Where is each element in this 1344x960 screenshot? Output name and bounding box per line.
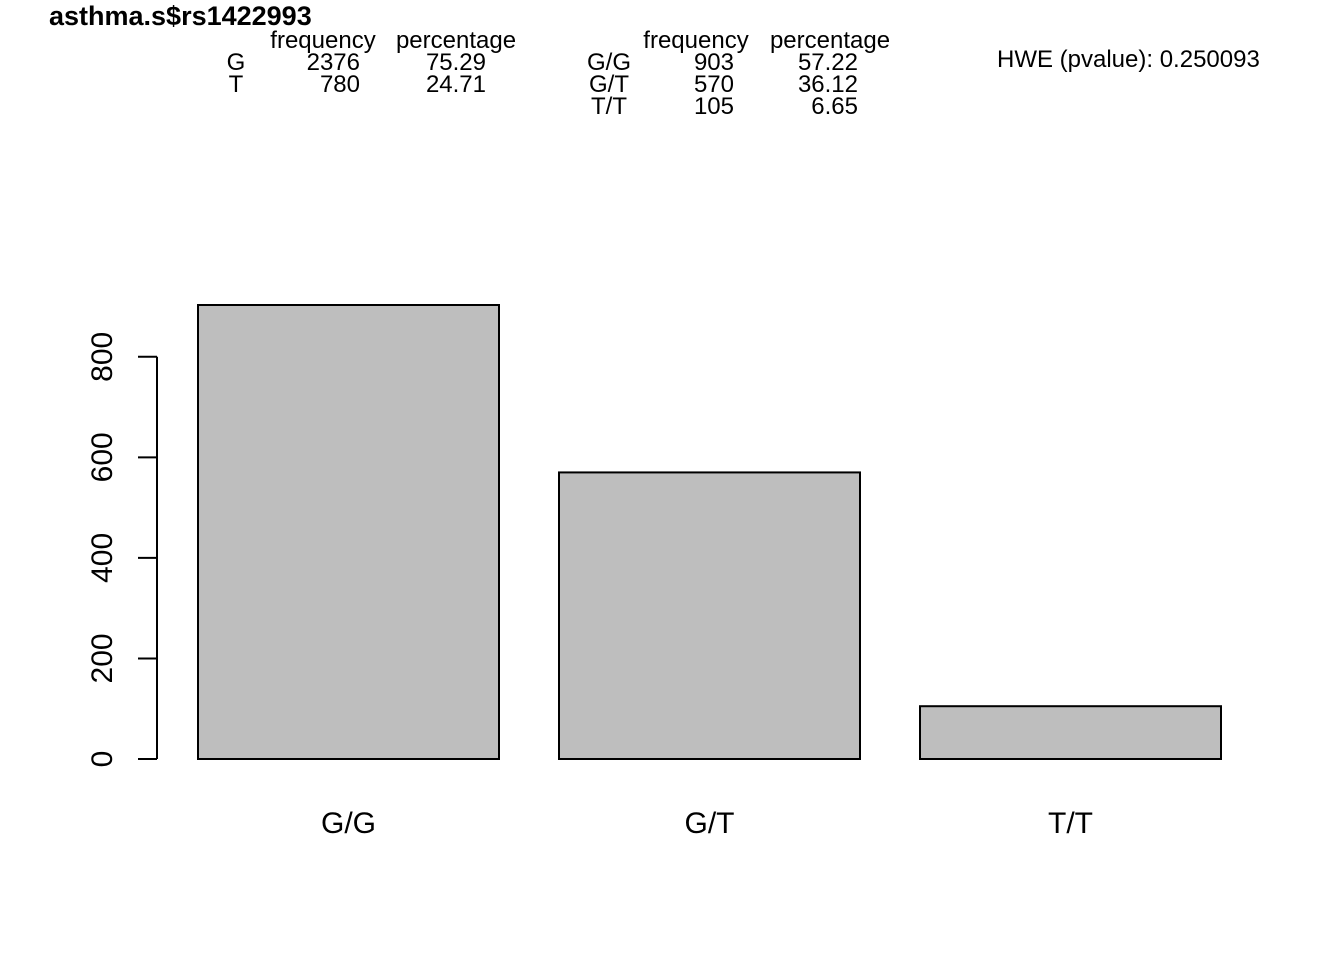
- allele-percentage: 24.71: [425, 71, 486, 98]
- x-tick-label: T/T: [1048, 807, 1093, 840]
- allele-percentage: 75.29: [425, 49, 486, 76]
- genotype-header-percentage: percentage: [769, 27, 891, 54]
- hwe-pvalue-label: HWE (pvalue): 0.250093: [997, 46, 1260, 73]
- y-tick-label: 400: [86, 533, 119, 583]
- genotype-percentage: 6.65: [811, 93, 858, 120]
- allele-label: G: [226, 49, 246, 76]
- allele-frequency: 780: [319, 71, 360, 98]
- genotype-label: T/T: [591, 93, 627, 120]
- genotype-percentage: 36.12: [797, 71, 858, 98]
- genotype-frequency: 105: [693, 93, 734, 120]
- allele-label: T: [228, 71, 244, 98]
- genotype-header-frequency: frequency: [643, 27, 749, 54]
- y-tick-label: 600: [86, 432, 119, 482]
- genotype-frequency: 903: [693, 49, 734, 76]
- genotype-frequency: 570: [693, 71, 734, 98]
- x-axis-labels: G/G G/T T/T: [321, 807, 1093, 840]
- genotype-percentage: 57.22: [797, 49, 858, 76]
- chart-title: asthma.s$rs1422993: [49, 1, 312, 31]
- genotype-label: G/T: [589, 71, 629, 98]
- genotype-label: G/G: [586, 49, 631, 76]
- allele-header-frequency: frequency: [270, 27, 376, 54]
- y-axis: 0 200 400 600 800: [86, 332, 158, 768]
- bar-t-t: [919, 705, 1222, 760]
- allele-header-percentage: percentage: [395, 27, 517, 54]
- y-tick-label: 0: [86, 751, 119, 768]
- bars-group: [197, 304, 1222, 760]
- y-tick-label: 800: [86, 332, 119, 382]
- y-tick-label: 200: [86, 633, 119, 683]
- bar-g-t: [558, 471, 861, 760]
- allele-frequency: 2376: [306, 49, 360, 76]
- x-tick-label: G/T: [685, 807, 735, 840]
- x-tick-label: G/G: [321, 807, 376, 840]
- bar-g-g: [197, 304, 500, 760]
